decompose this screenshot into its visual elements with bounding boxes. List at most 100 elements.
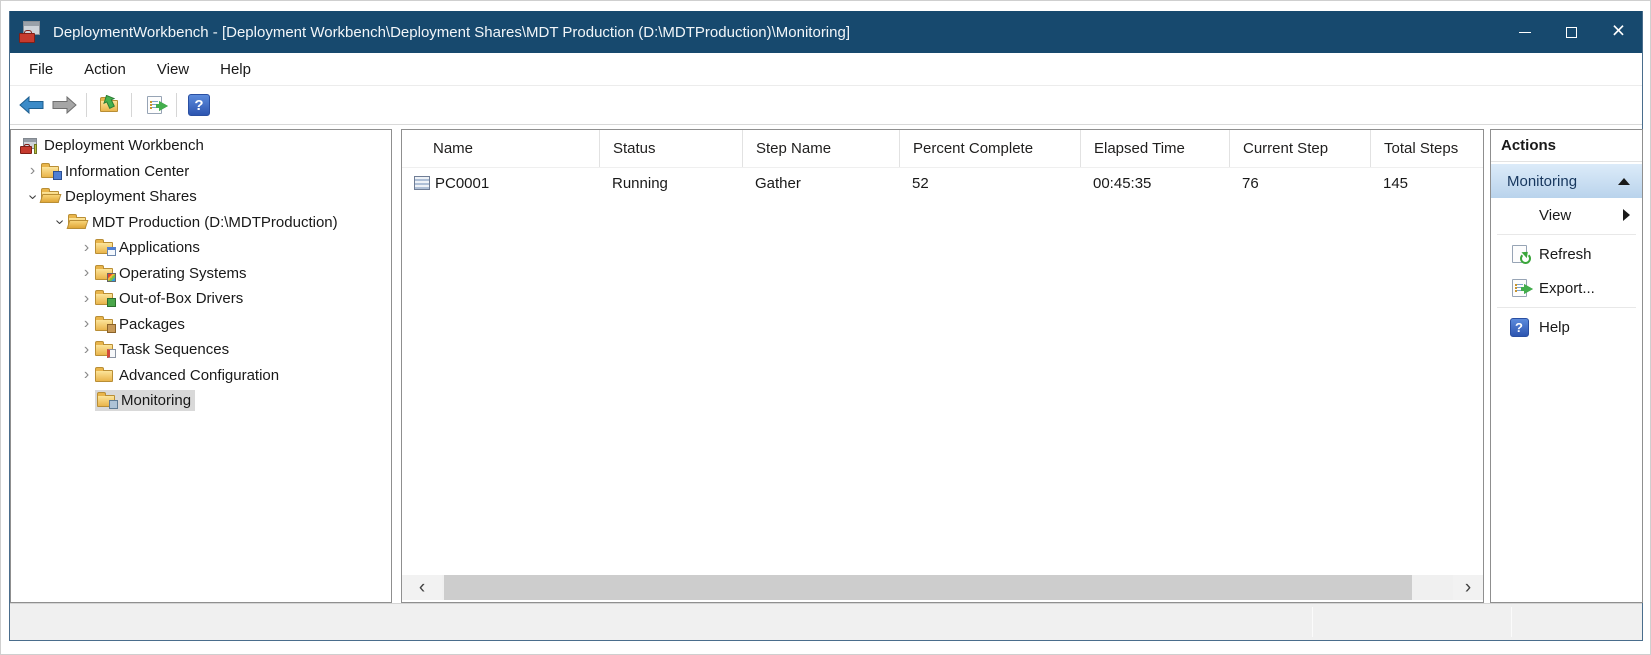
cell-total-steps: 145 — [1383, 174, 1409, 192]
back-button[interactable] — [16, 90, 48, 120]
actions-separator — [1497, 234, 1636, 235]
chevron-up-icon[interactable] — [1618, 177, 1630, 185]
folder-open-icon — [68, 213, 87, 230]
window-title: DeploymentWorkbench - [Deployment Workbe… — [53, 23, 850, 41]
tree-item-applications[interactable]: › Applications — [11, 235, 391, 261]
chevron-collapsed-icon[interactable]: › — [83, 366, 90, 384]
menu-file[interactable]: File — [29, 60, 54, 78]
toolbar-separator — [86, 93, 87, 117]
column-header-name[interactable]: Name — [433, 140, 474, 157]
up-one-level-button[interactable] — [93, 90, 125, 120]
folder-applications-icon — [95, 239, 116, 257]
help-button[interactable]: ? — [183, 90, 215, 120]
chevron-collapsed-icon[interactable]: › — [29, 162, 36, 180]
close-button[interactable]: × — [1595, 11, 1642, 53]
status-bar — [10, 603, 1642, 640]
tree-item-out-of-box-drivers[interactable]: › Out-of-Box Drivers — [11, 286, 391, 312]
chevron-expanded-icon[interactable]: › — [24, 194, 42, 200]
cell-name: PC0001 — [402, 175, 599, 192]
results-pane: Name Status Step Name Percent Complete E… — [401, 129, 1484, 603]
refresh-icon — [1507, 245, 1531, 264]
help-icon: ? — [1507, 317, 1531, 337]
scroll-right-button[interactable]: › — [1453, 575, 1483, 600]
action-view[interactable]: View — [1491, 198, 1642, 232]
menu-action[interactable]: Action — [84, 60, 126, 78]
toolbar-separator — [131, 93, 132, 117]
column-header-status[interactable]: Status — [599, 130, 742, 167]
console-tree: Deployment Workbench › Information Cente… — [11, 130, 391, 414]
menu-bar: File Action View Help — [10, 53, 1642, 86]
menu-help[interactable]: Help — [220, 60, 251, 78]
action-refresh[interactable]: Refresh — [1491, 237, 1642, 271]
folder-open-icon — [41, 188, 60, 204]
tree-item-advanced-configuration[interactable]: › Advanced Configuration — [11, 363, 391, 389]
maximize-icon — [1566, 26, 1577, 38]
scroll-left-button[interactable]: ‹ — [402, 575, 442, 600]
column-header-step-name[interactable]: Step Name — [742, 130, 899, 167]
cell-current-step: 76 — [1242, 174, 1259, 192]
chevron-collapsed-icon[interactable]: › — [83, 238, 90, 256]
actions-separator — [1497, 307, 1636, 308]
submenu-arrow-icon — [1623, 209, 1630, 221]
tree-item-operating-systems[interactable]: › Operating Systems — [11, 261, 391, 287]
minimize-button[interactable] — [1501, 11, 1548, 53]
horizontal-scrollbar[interactable]: ‹ › — [402, 575, 1483, 600]
folder-drivers-icon — [95, 290, 116, 308]
chevron-expanded-icon[interactable]: › — [51, 219, 69, 225]
actions-group-label: Monitoring — [1507, 172, 1578, 190]
forward-button[interactable] — [48, 90, 80, 120]
cell-step-name: Gather — [755, 174, 801, 192]
cell-status: Running — [612, 174, 668, 192]
folder-os-icon — [95, 264, 116, 282]
tree-item-packages[interactable]: › Packages — [11, 312, 391, 338]
tree-selection-highlight: Monitoring — [95, 390, 196, 412]
toolbar-separator — [176, 93, 177, 117]
chevron-collapsed-icon[interactable]: › — [83, 340, 90, 358]
console-tree-pane: Deployment Workbench › Information Cente… — [10, 129, 392, 603]
scrollbar-thumb[interactable] — [444, 575, 1412, 600]
status-bar-divider — [1511, 607, 1512, 637]
folder-monitoring-icon — [97, 392, 118, 410]
workbench-toolbox-icon — [20, 137, 39, 154]
list-row-pc0001[interactable]: PC0001 Running Gather 52 00:45:35 76 145 — [402, 168, 1483, 198]
folder-icon — [95, 366, 114, 383]
minimize-icon — [1518, 31, 1531, 33]
tree-item-mdt-production[interactable]: › MDT Production (D:\MDTProduction) — [51, 213, 338, 231]
cell-percent-complete: 52 — [912, 174, 929, 192]
column-header-current-step[interactable]: Current Step — [1229, 130, 1370, 167]
actions-group-monitoring[interactable]: Monitoring — [1491, 164, 1642, 198]
back-arrow-icon — [19, 95, 44, 115]
column-header-percent-complete[interactable]: Percent Complete — [899, 130, 1080, 167]
chevron-collapsed-icon[interactable]: › — [83, 264, 90, 282]
help-icon: ? — [188, 94, 210, 116]
title-bar: DeploymentWorkbench - [Deployment Workbe… — [10, 11, 1642, 53]
deployment-workbench-window: DeploymentWorkbench - [Deployment Workbe… — [9, 11, 1643, 641]
window-controls: × — [1501, 11, 1642, 53]
tree-item-task-sequences[interactable]: › Task Sequences — [11, 337, 391, 363]
action-help[interactable]: ? Help — [1491, 310, 1642, 344]
tree-item-deployment-workbench[interactable]: Deployment Workbench — [11, 133, 391, 159]
close-icon: × — [1611, 17, 1626, 43]
maximize-button[interactable] — [1548, 11, 1595, 53]
column-header-elapsed-time[interactable]: Elapsed Time — [1080, 130, 1229, 167]
list-header: Name Status Step Name Percent Complete E… — [402, 130, 1483, 168]
tree-item-monitoring[interactable]: Monitoring — [11, 388, 391, 414]
forward-arrow-icon — [52, 95, 77, 115]
folder-tasks-icon — [95, 341, 116, 359]
actions-pane: Actions Monitoring View Refresh — [1490, 129, 1643, 603]
cell-elapsed-time: 00:45:35 — [1093, 174, 1152, 192]
column-header-total-steps[interactable]: Total Steps — [1370, 130, 1483, 167]
export-list-icon — [146, 96, 168, 114]
menu-view[interactable]: View — [156, 60, 190, 78]
export-list-button[interactable] — [138, 90, 170, 120]
chevron-collapsed-icon[interactable]: › — [83, 289, 90, 307]
folder-packages-icon — [95, 315, 116, 333]
up-one-level-icon — [99, 94, 119, 113]
actions-pane-title: Actions — [1491, 130, 1642, 162]
chevron-collapsed-icon[interactable]: › — [83, 315, 90, 333]
action-export[interactable]: Export... — [1491, 271, 1642, 305]
tree-item-deployment-shares[interactable]: › Deployment Shares — [24, 188, 197, 206]
tree-item-information-center[interactable]: › Information Center — [11, 159, 391, 185]
folder-info-icon — [41, 162, 62, 180]
